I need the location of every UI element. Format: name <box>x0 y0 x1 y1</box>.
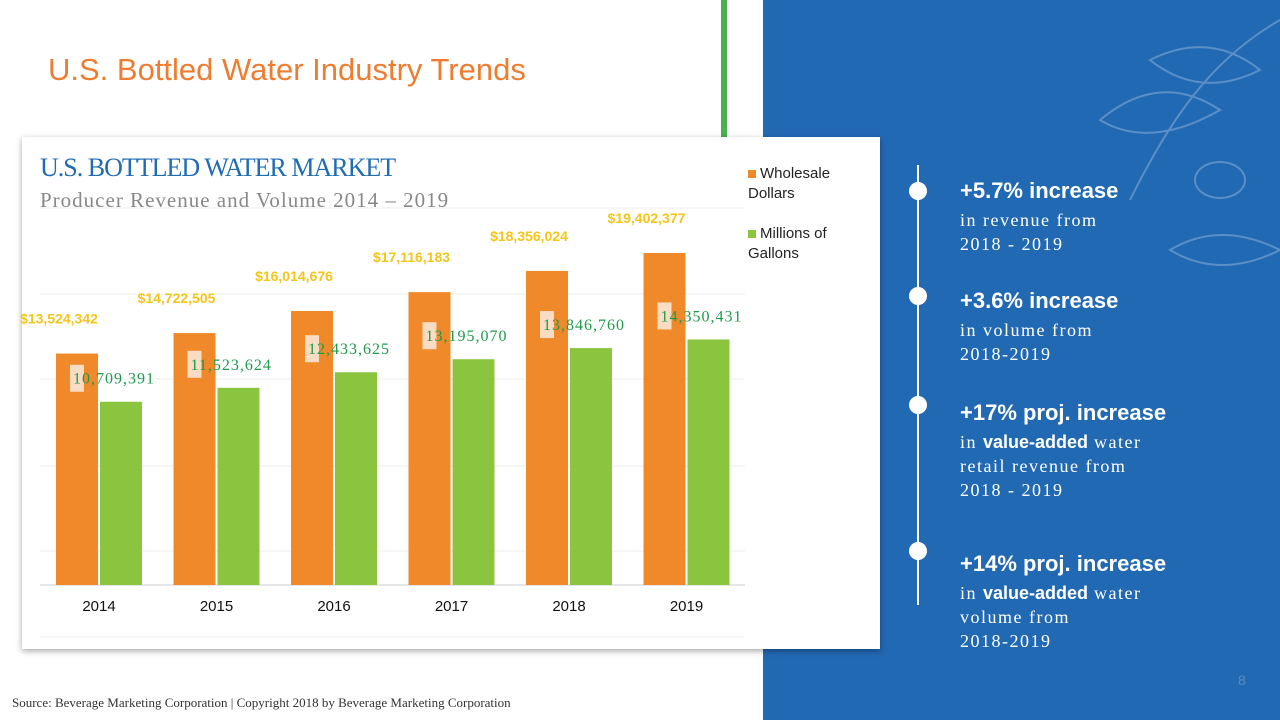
stat-bold: value-added <box>983 583 1089 603</box>
legend-label: Millions of <box>760 225 827 242</box>
stat-text: 2018 - 2019 <box>960 234 1064 254</box>
data-label-dollars: $17,116,183 <box>373 249 450 265</box>
stat-headline: +17% proj. increase <box>960 400 1167 425</box>
stat-text: volume from <box>960 607 1070 627</box>
chart-subtitle: Producer Revenue and Volume 2014 – 2019 <box>40 188 450 212</box>
chart-card <box>22 137 880 649</box>
legend-label: Dollars <box>748 185 795 202</box>
accent-bar <box>721 0 727 137</box>
legend-item-wholesale-dollars: Wholesale Dollars <box>748 164 830 204</box>
stat-value-added-volume: +14% proj. increase in value-added water… <box>960 551 1166 653</box>
source-note: Source: Beverage Marketing Corporation |… <box>12 695 511 710</box>
legend-item-millions-of-gallons: Millions of Gallons <box>748 224 827 264</box>
stat-volume: +3.6% increase in volume from 2018-2019 <box>960 288 1118 366</box>
stat-text: water <box>1088 583 1142 603</box>
data-label-background <box>422 322 437 350</box>
stat-text: 2018 - 2019 <box>960 480 1064 500</box>
data-label-dollars: $14,722,505 <box>138 290 216 306</box>
stat-text: in <box>960 583 984 603</box>
stat-revenue: +5.7% increase in revenue from 2018 - 201… <box>960 178 1118 256</box>
stat-text: in revenue from <box>960 210 1098 230</box>
stat-text: in <box>960 432 984 452</box>
bar-gallons <box>217 387 260 585</box>
timeline-dot <box>909 287 927 305</box>
x-tick-label: 2018 <box>552 598 585 615</box>
data-label-dollars: $19,402,377 <box>608 210 686 226</box>
x-tick-label: 2019 <box>670 598 703 615</box>
page-number: 8 <box>1238 672 1246 688</box>
bar-chart: $13,524,342 10,709,391 2014 $14,722,505 11,5… <box>20 207 745 638</box>
leaf-illustration-icon <box>1098 19 1280 266</box>
data-label-background <box>305 335 319 363</box>
legend-swatch-green <box>748 230 756 238</box>
x-tick-label: 2014 <box>82 598 115 615</box>
data-label-background <box>540 311 554 339</box>
data-label-dollars: $18,356,024 <box>490 228 568 244</box>
data-label-background <box>657 302 672 330</box>
bar-gallons <box>452 359 495 585</box>
stat-bold: value-added <box>983 432 1089 452</box>
bar-gallons <box>570 348 612 585</box>
data-label-background <box>187 350 202 378</box>
timeline-dot <box>909 542 927 560</box>
legend-label: Gallons <box>748 245 799 262</box>
stat-text: 2018-2019 <box>960 631 1052 651</box>
data-label-gallons: 14,350,431 <box>661 308 743 325</box>
stat-headline: +5.7% increase <box>960 178 1119 203</box>
timeline-line <box>917 165 919 605</box>
legend-swatch-orange <box>748 170 756 178</box>
bar-dollars <box>56 353 98 585</box>
stat-value-added-revenue: +17% proj. increase in value-added water… <box>960 400 1166 502</box>
data-label-gallons: 13,195,070 <box>426 328 508 345</box>
stat-text: 2018-2019 <box>960 344 1052 364</box>
data-label-dollars: $13,524,342 <box>20 311 98 327</box>
data-label-gallons: 11,523,624 <box>191 357 272 374</box>
x-tick-label: 2015 <box>200 598 233 615</box>
stat-text: retail revenue from <box>960 456 1127 476</box>
bar-gallons <box>687 339 730 585</box>
data-label-gallons: 12,433,625 <box>308 341 390 358</box>
stat-text: in volume from <box>960 320 1093 340</box>
timeline-dot <box>909 396 927 414</box>
data-label-dollars: $16,014,676 <box>255 268 333 284</box>
x-tick-label: 2016 <box>317 598 350 615</box>
data-label-gallons: 10,709,391 <box>73 371 155 388</box>
data-label-gallons: 13,846,760 <box>543 317 625 334</box>
legend-label: Wholesale <box>760 165 831 182</box>
stat-text: water <box>1088 432 1142 452</box>
bar-gallons <box>100 401 142 585</box>
bar-gallons <box>335 372 377 585</box>
chart-title: U.S. BOTTLED WATER MARKET <box>40 153 396 182</box>
stat-headline: +3.6% increase <box>960 288 1119 313</box>
timeline-dot <box>909 182 927 200</box>
stat-headline: +14% proj. increase <box>960 551 1167 576</box>
slide-title: U.S. Bottled Water Industry Trends <box>48 52 526 87</box>
x-tick-label: 2017 <box>435 598 468 615</box>
data-label-background <box>70 364 84 392</box>
